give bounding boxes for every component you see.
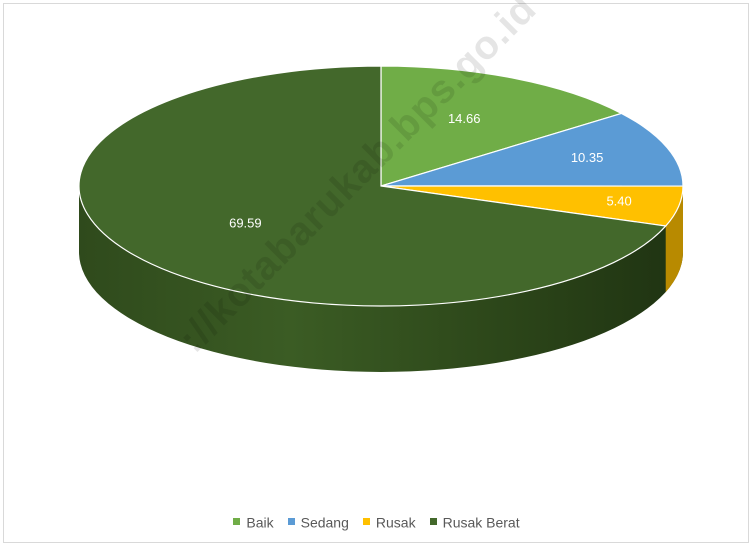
legend: Baik Sedang Rusak Rusak Berat xyxy=(0,512,753,530)
pie-side-rusak xyxy=(665,186,683,293)
data-label-rusak: 5.40 xyxy=(606,194,631,209)
data-label-baik: 14.66 xyxy=(448,111,481,126)
pie-slice-sedang xyxy=(380,112,684,187)
legend-swatch-sedang xyxy=(287,518,295,526)
pie-side xyxy=(79,186,683,372)
legend-label-baik: Baik xyxy=(246,513,274,530)
legend-swatch-baik xyxy=(233,518,241,526)
data-label-rusak-berat: 69.59 xyxy=(229,216,262,231)
legend-swatch-rusak-berat xyxy=(429,518,437,526)
legend-label-sedang: Sedang xyxy=(300,513,349,530)
legend-item-rusak: Rusak xyxy=(362,513,416,530)
pie-sides xyxy=(79,186,683,372)
legend-label-rusak-berat: Rusak Berat xyxy=(442,513,520,530)
data-labels: 14.66 10.35 5.40 69.59 xyxy=(229,111,632,231)
pie-slices xyxy=(78,65,684,307)
legend-item-sedang: Sedang xyxy=(287,513,349,530)
pie-slice-rusak-berat xyxy=(78,65,667,307)
legend-swatch-rusak xyxy=(362,518,370,526)
pie-slice-baik xyxy=(380,65,624,187)
data-label-sedang: 10.35 xyxy=(571,150,604,165)
legend-label-rusak: Rusak xyxy=(375,513,416,530)
legend-item-rusak-berat: Rusak Berat xyxy=(429,513,520,530)
legend-item-baik: Baik xyxy=(233,513,274,530)
